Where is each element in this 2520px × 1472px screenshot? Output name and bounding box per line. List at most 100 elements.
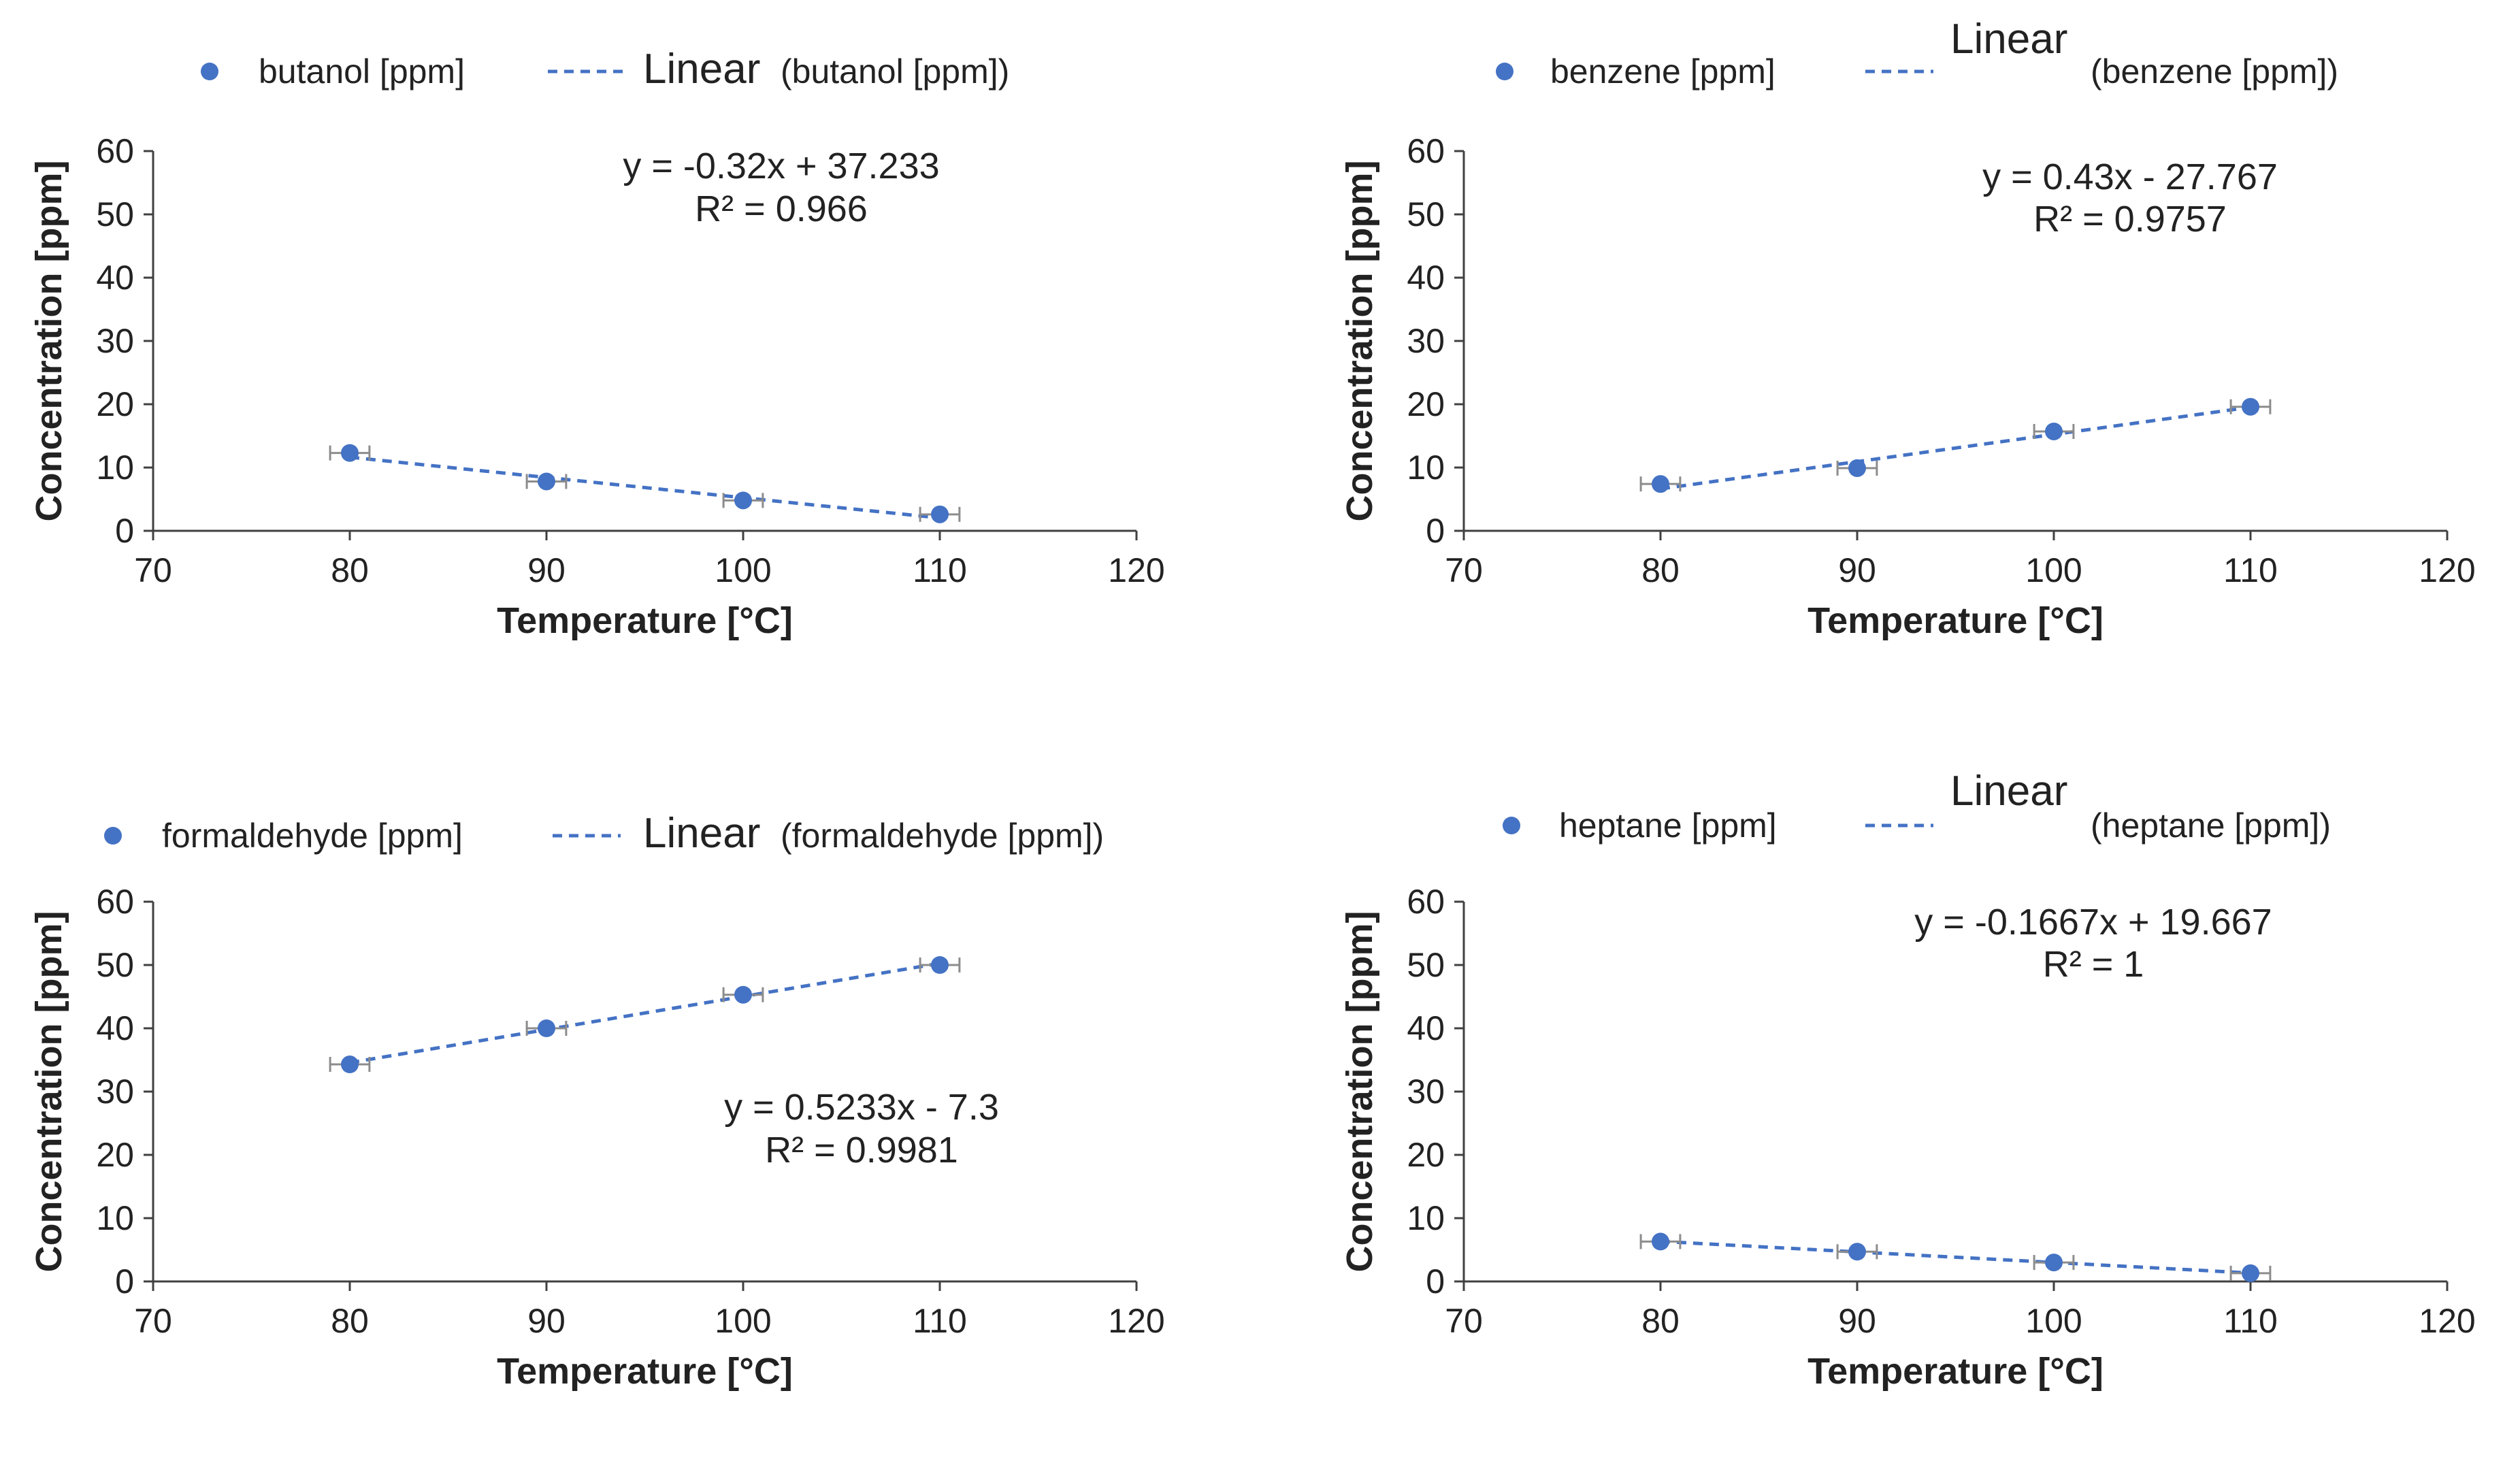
legend-series-label: butanol [ppm] [259,52,465,91]
x-tick-label: 100 [2025,1302,2082,1340]
x-tick-label: 120 [2419,1302,2475,1340]
trend-equation: y = -0.32x + 37.233 [623,146,939,186]
x-tick-label: 110 [2223,551,2278,589]
data-point [1652,475,1669,493]
data-point [538,472,555,491]
y-tick-label: 40 [96,1009,134,1047]
data-point [1652,1232,1669,1251]
legend-trend-prefix: Linear [1950,16,2067,63]
x-tick-label: 100 [2025,551,2082,589]
x-tick-label: 100 [715,551,771,589]
x-tick-label: 90 [527,1302,566,1340]
trendline [1660,1239,2251,1275]
y-tick-label: 20 [96,385,134,423]
y-tick-label: 60 [1407,883,1445,921]
legend-trend-label: (formaldehyde [ppm]) [781,817,1104,855]
y-tick-label: 60 [1407,132,1445,170]
y-tick-label: 20 [96,1136,134,1174]
trendline [349,455,940,520]
legend-series-label: heptane [ppm] [1559,806,1777,845]
trend-equation: y = 0.43x - 27.767 [1982,157,2278,197]
x-tick-label: 70 [1445,1302,1483,1340]
data-point [734,985,752,1004]
trend-r-squared: R² = 0.9757 [2033,199,2227,240]
x-tick-label: 70 [134,1302,172,1340]
x-tick-label: 120 [1108,551,1164,589]
y-tick-label: 50 [96,946,134,984]
y-tick-label: 30 [96,1073,134,1111]
legend-series-label: benzene [ppm] [1550,52,1776,91]
data-point [538,1019,555,1037]
y-tick-label: 10 [1407,1199,1445,1237]
x-tick-label: 110 [2223,1302,2278,1340]
data-point [341,444,359,462]
y-tick-label: 10 [1407,448,1445,487]
y-tick-label: 0 [1426,1262,1445,1301]
y-tick-label: 0 [115,1262,134,1301]
data-point [931,956,949,974]
x-tick-label: 90 [527,551,566,589]
x-axis-title: Temperature [°C] [497,600,793,641]
y-tick-label: 10 [96,1199,134,1237]
y-axis-title: Concentration [ppm] [1339,911,1380,1273]
y-tick-label: 20 [1407,385,1445,423]
y-tick-label: 30 [1407,1073,1445,1111]
x-tick-label: 80 [331,551,369,589]
trend-r-squared: R² = 0.966 [695,189,868,229]
legend-marker [1503,817,1520,834]
data-point [1848,459,1866,477]
x-tick-label: 120 [1108,1302,1164,1340]
legend-marker [104,827,122,845]
legend-trend-prefix: Linear [643,46,760,93]
y-tick-label: 30 [96,322,134,360]
y-axis-title: Concentration [ppm] [1339,161,1380,522]
y-tick-label: 50 [1407,195,1445,233]
data-point [2242,397,2259,416]
x-axis-title: Temperature [°C] [1807,1351,2104,1392]
x-tick-label: 80 [1641,551,1680,589]
trend-r-squared: R² = 0.9981 [765,1130,958,1171]
trend-equation: y = -0.1667x + 19.667 [1914,902,2272,943]
y-tick-label: 0 [115,512,134,550]
data-point [931,505,949,523]
y-tick-label: 60 [96,883,134,921]
x-tick-label: 90 [1838,1302,1876,1340]
data-point [341,1056,359,1074]
data-point [2045,1254,2063,1272]
y-tick-label: 30 [1407,322,1445,360]
legend-marker [201,63,218,80]
y-tick-label: 40 [96,259,134,297]
trend-equation: y = 0.5233x - 7.3 [724,1087,999,1128]
legend-trend-prefix: Linear [1950,768,2067,815]
chart-formaldehyde: 0 10 20 30 40 50 60 70 80 90 100 110 120 Temperature … [29,810,1165,1392]
trendline [1660,405,2251,491]
y-axis-title: Concentration [ppm] [29,161,69,522]
legend-trend-label: (benzene [ppm]) [2091,52,2338,91]
y-tick-label: 40 [1407,259,1445,297]
data-point [1848,1243,1866,1261]
legend-trend-prefix: Linear [643,810,760,857]
legend-marker [1496,63,1513,80]
y-tick-label: 0 [1426,512,1445,550]
x-tick-label: 120 [2419,551,2475,589]
x-tick-label: 110 [913,1302,967,1340]
legend-trend-label: (heptane [ppm]) [2091,806,2331,845]
chart-butanol: 0 10 20 30 40 50 60 70 80 90 100 110 120 Temperature … [29,46,1165,641]
trend-r-squared: R² = 1 [2043,944,2144,985]
x-tick-label: 110 [913,551,967,589]
chart-heptane: 0 10 20 30 40 50 60 70 80 90 100 110 120 Temperature … [1339,768,2476,1392]
x-axis-title: Temperature [°C] [497,1351,793,1392]
y-tick-label: 10 [96,448,134,487]
y-tick-label: 60 [96,132,134,170]
x-tick-label: 80 [331,1302,369,1340]
legend-trend-label: (butanol [ppm]) [781,52,1009,91]
data-point [734,491,752,510]
data-point [2242,1264,2259,1282]
x-axis-title: Temperature [°C] [1807,600,2104,641]
y-tick-label: 40 [1407,1009,1445,1047]
x-tick-label: 70 [134,551,172,589]
x-tick-label: 70 [1445,551,1483,589]
y-axis-title: Concentration [ppm] [29,911,69,1273]
x-tick-label: 100 [715,1302,771,1340]
